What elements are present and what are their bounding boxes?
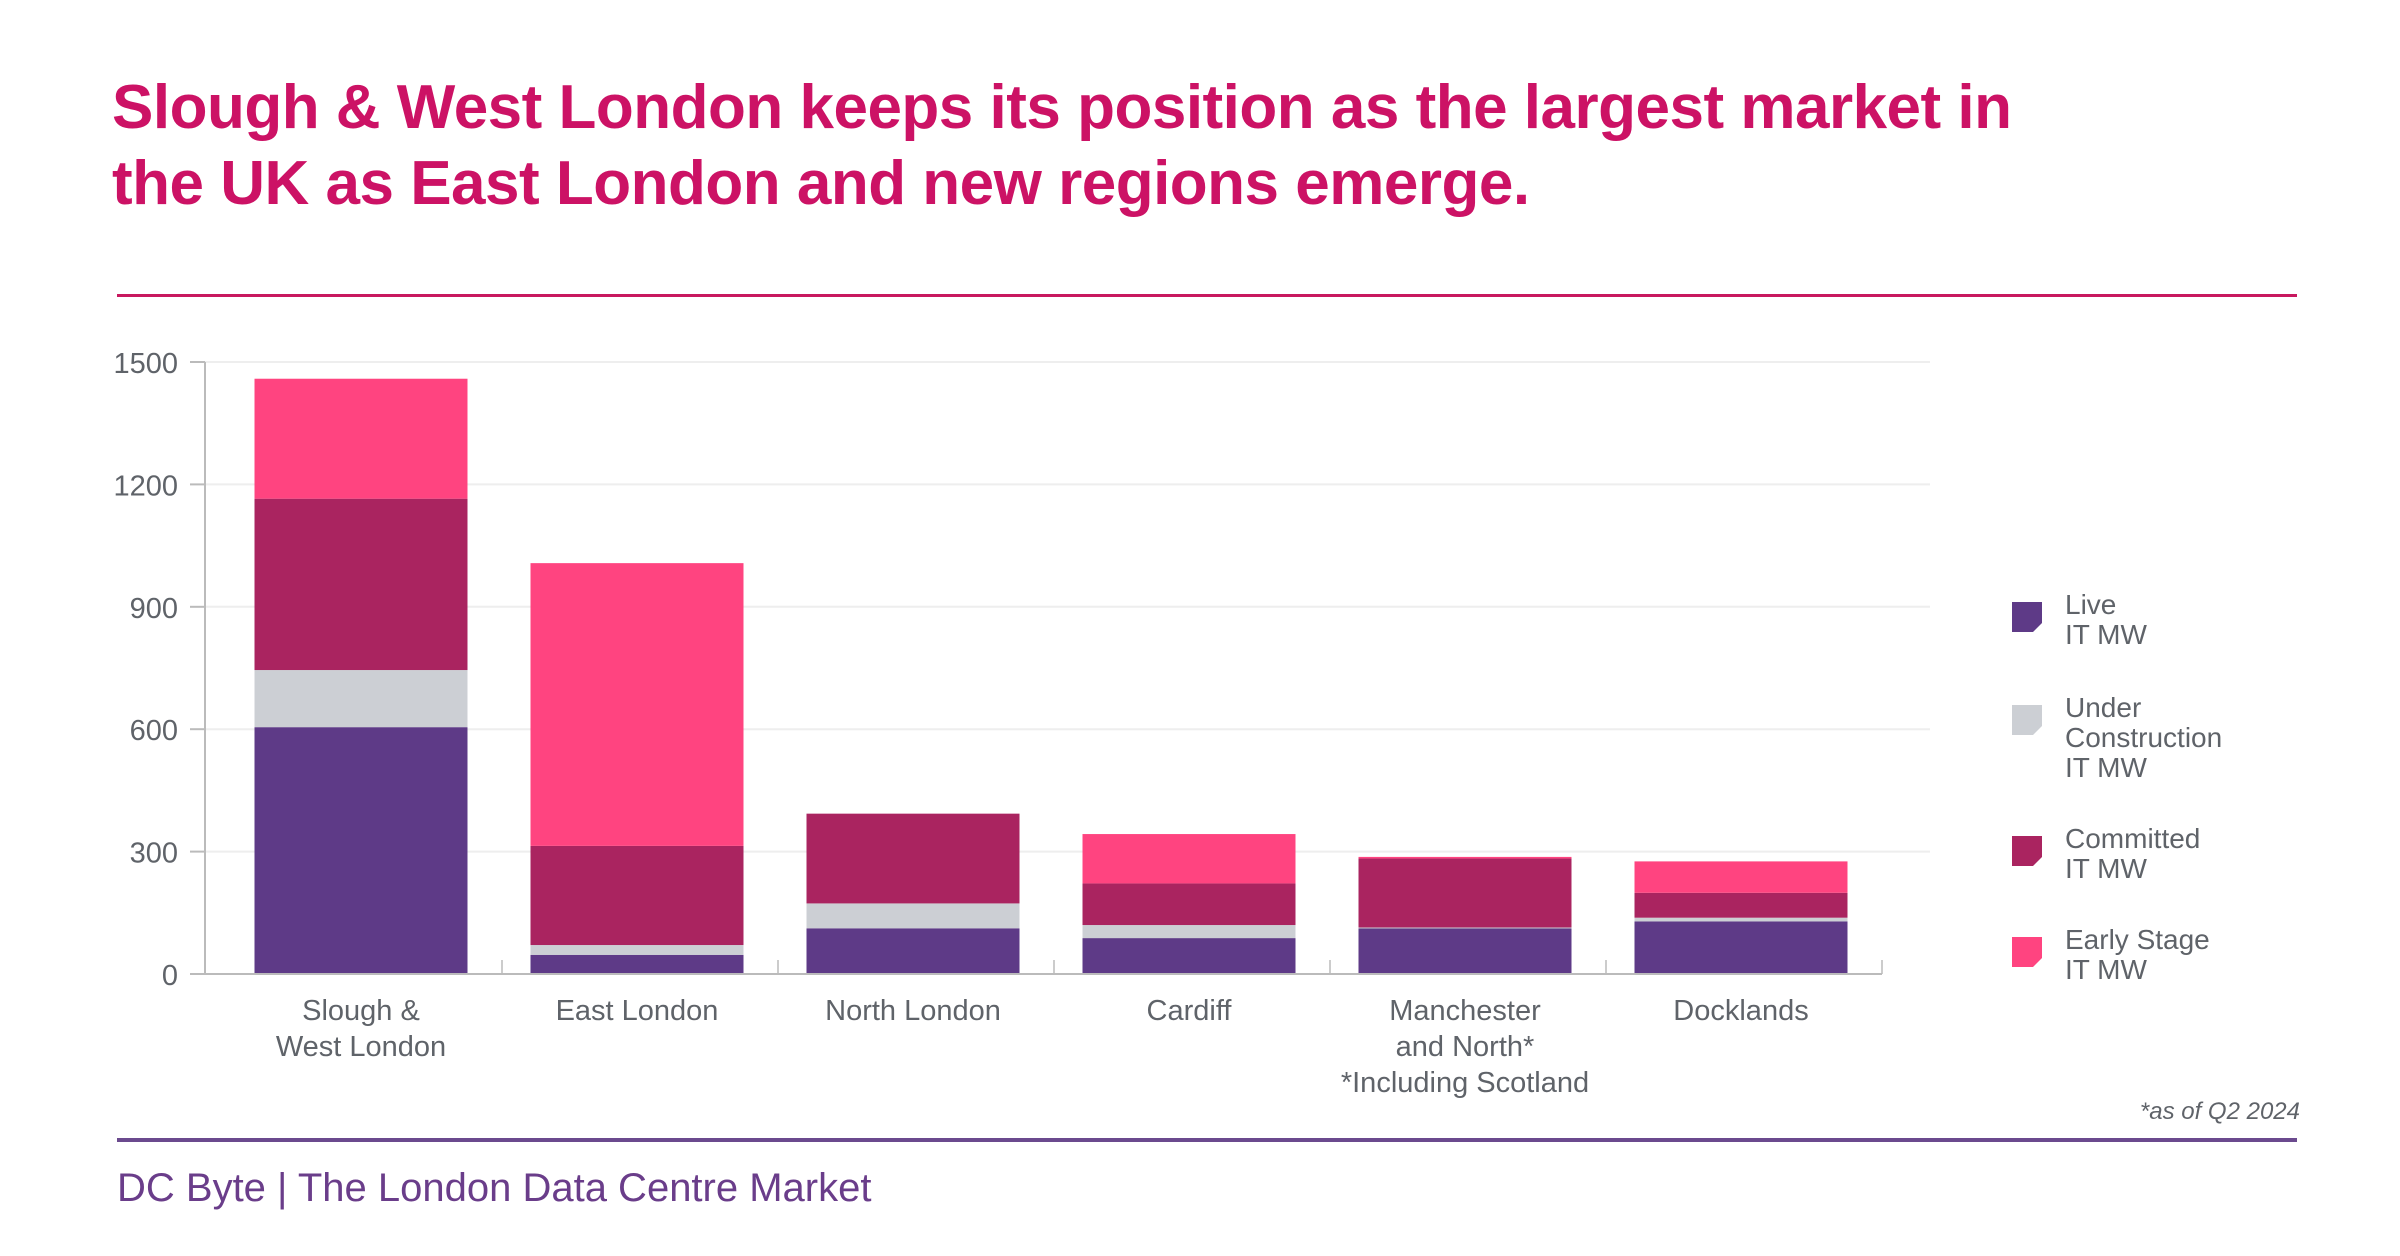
bar-segment [530,845,744,946]
x-tick-label: Cardiff [1147,995,1233,1027]
bar-segment [1358,927,1572,974]
bar-segment [806,903,1020,929]
bar-segment [254,727,468,974]
y-tick-label: 600 [130,715,178,747]
title-divider [117,294,2297,297]
bar-segment [254,498,468,671]
bar-segment [806,928,1020,974]
bar-segment [1634,861,1848,893]
x-tick-label: Docklands [1673,995,1808,1027]
bar-segment [1082,938,1296,974]
bar-segment [1634,917,1848,922]
legend-label: Committed IT MW [2065,823,2201,884]
footer-source: DC Byte | The London Data Centre Market [117,1166,872,1210]
bar-segment [1634,921,1848,974]
bar-segment [1082,883,1296,926]
x-tick-label: East London [556,995,719,1027]
x-tick-label: Manchester and North* *Including Scotland [1341,995,1589,1099]
y-tick-label: 1500 [113,348,178,380]
bar-segment [1082,925,1296,939]
x-tick-label: Slough & West London [276,995,446,1063]
bar-segment [530,954,744,974]
y-tick-label: 0 [162,960,178,992]
y-tick-label: 900 [130,593,178,625]
bar-segment [530,945,744,955]
chart-title: Slough & West London keeps its position … [112,73,2012,218]
legend-label: Under Construction IT MW [2065,692,2223,783]
bar-segment [1634,892,1848,918]
bar-segment [254,670,468,728]
legend-swatch [2012,836,2042,866]
legend-swatch [2012,937,2042,967]
y-tick-label: 300 [130,838,178,870]
footer-divider [117,1138,2297,1142]
legend-label: Early Stage IT MW [2065,924,2210,985]
legend-swatch [2012,602,2042,632]
y-tick-label: 1200 [113,470,178,502]
legend-label: Live IT MW [2065,589,2147,650]
legend-swatch [2012,705,2042,735]
bar-segment [530,563,744,846]
bar-segment [254,378,468,499]
x-tick-label: North London [825,995,1001,1027]
bar-segment [1082,834,1296,884]
bar-segment [1358,858,1572,928]
bar-segment [1358,927,1572,929]
bar-segment [1358,856,1572,859]
bar-segment [806,813,1020,904]
footnote: *as of Q2 2024 [2139,1098,2300,1125]
